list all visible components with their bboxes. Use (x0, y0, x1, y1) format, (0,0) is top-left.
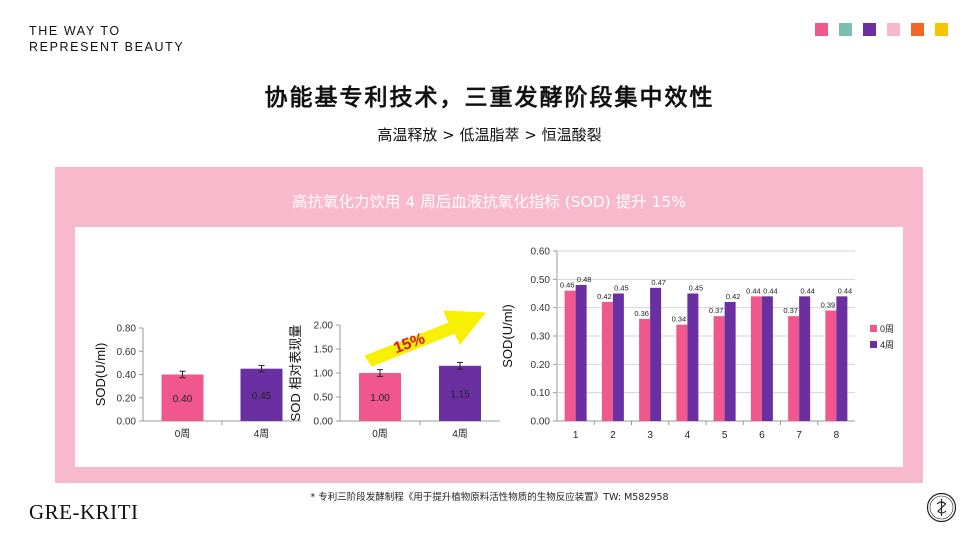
chart2-y-axis-title: SOD 相对表现量 (288, 325, 303, 422)
chart3-bar-week0 (750, 296, 762, 421)
chart3-bar-week4 (724, 302, 736, 421)
chart3-y-tick-label: 0.60 (531, 247, 551, 258)
chart3-data-label: 0.36 (634, 309, 649, 318)
chart1-x-tick-label: 0周 (175, 428, 191, 440)
chart3-y-axis-title: SOD(U/ml) (500, 304, 515, 368)
color-swatch-5 (911, 23, 924, 36)
chart3-bar-week4 (836, 296, 848, 421)
chart2-y-tick-label: 2.00 (314, 321, 334, 332)
chart2-x-tick-label: 0周 (372, 428, 388, 440)
chart3-data-label: 0.42 (726, 292, 741, 301)
brand-logo: GRE-KRITI (29, 500, 139, 524)
chart1-bar (240, 368, 283, 421)
chart2-y-tick-label: 0.00 (314, 417, 334, 428)
chart1-y-tick-label: 0.20 (117, 393, 137, 404)
chart3-x-tick-label: 7 (796, 430, 802, 441)
chart-panel: 高抗氧化力饮用 4 周后血液抗氧化指标 (SOD) 提升 15% 0.00 0.2… (55, 167, 923, 483)
chart3-bar-week4 (799, 296, 811, 421)
chart1-x-tick-label: 4周 (254, 428, 270, 440)
chart2-x-tick-label: 4周 (452, 428, 468, 440)
chart3-data-label: 0.45 (614, 284, 629, 293)
chart3-bar-week4 (612, 293, 624, 421)
chart3-y-tick-label: 0.10 (531, 388, 551, 399)
chart3-bar-week0 (601, 302, 613, 421)
chart3-bar-week0 (676, 324, 688, 421)
chart3-data-label: 0.44 (838, 286, 853, 295)
chart3-data-label: 0.44 (800, 286, 815, 295)
chart1-data-label: 0.40 (173, 394, 193, 405)
chart1-y-tick-label: 0.80 (117, 324, 137, 335)
chart3-bar-week0 (788, 316, 800, 421)
chart2-annotation: 15% (392, 330, 428, 357)
chart2-y-tick-label: 0.50 (314, 393, 334, 404)
chart3-data-label: 0.47 (651, 278, 666, 287)
chart1-y-tick-label: 0.60 (117, 347, 137, 358)
chart3-legend-swatch (870, 325, 877, 332)
chart3-bar-week0 (564, 290, 576, 421)
chart3-x-tick-label: 1 (573, 430, 579, 441)
chart3-x-tick-label: 8 (834, 430, 840, 441)
chart3-x-tick-label: 2 (610, 430, 616, 441)
chart2-y-tick-label: 1.00 (314, 369, 334, 380)
chart3-data-label: 0.39 (821, 301, 836, 310)
chart2-y-tick-label: 1.50 (314, 345, 334, 356)
chart3-legend-label: 0周 (880, 324, 894, 334)
chart3-y-tick-label: 0.20 (531, 360, 551, 371)
chart1-data-label: 0.45 (252, 391, 272, 402)
color-swatch-3 (863, 23, 876, 36)
panel-title: 高抗氧化力饮用 4 周后血液抗氧化指标 (SOD) 提升 15% (291, 193, 687, 211)
color-swatch-4 (887, 23, 900, 36)
chart3-bar-week4 (687, 293, 699, 421)
chart3-data-label: 0.37 (783, 306, 798, 315)
chart3-bar-week0 (639, 319, 651, 421)
chart2-increase-arrow (364, 310, 487, 367)
chart3-y-tick-label: 0.50 (531, 275, 551, 286)
chart1-y-axis-title: SOD(U/ml) (93, 343, 108, 407)
chart3-data-label: 0.44 (763, 286, 778, 295)
chart2-data-label: 1.15 (450, 389, 470, 400)
chart3-bar-week4 (575, 285, 587, 421)
chart3-y-tick-label: 0.40 (531, 303, 551, 314)
chart3-x-tick-label: 6 (759, 430, 765, 441)
chart1-y-tick-label: 0.00 (117, 417, 137, 428)
chart3-bar-week4 (761, 296, 773, 421)
chart2-bar (439, 365, 481, 421)
charts-svg: 0.00 0.20 0.40 0.60 0.80 SOD(U/ml) 0.40 0周 0.45 4… (93, 247, 894, 442)
chart3-x-tick-label: 5 (722, 430, 728, 441)
chart3-bar-week0 (825, 310, 837, 421)
page-subtitle: 高温释放 > 低温脂萃 > 恒温酸裂 (377, 126, 602, 144)
chart1-y-tick-label: 0.40 (117, 370, 137, 381)
chart3-data-label: 0.46 (560, 281, 575, 290)
color-swatches (815, 23, 948, 36)
chart2-bar (359, 373, 401, 421)
chart3-data-label: 0.45 (689, 284, 704, 293)
chart3-y-tick-label: 0.00 (531, 417, 551, 428)
chart3-data-label: 0.42 (597, 292, 612, 301)
chart-area: 0.00 0.20 0.40 0.60 0.80 SOD(U/ml) 0.40 0周 0.45 4… (75, 227, 903, 467)
footnote: * 专利三阶段发酵制程《用于提升植物原料活性物质的生物反应装置》TW: M582… (310, 492, 669, 503)
chart3-bar-week0 (713, 316, 725, 421)
chart3-y-tick-label: 0.30 (531, 332, 551, 343)
chart3-x-tick-label: 4 (685, 430, 691, 441)
chart3-legend-label: 4周 (880, 340, 894, 350)
chart3-x-tick-label: 3 (647, 430, 653, 441)
chart3-bar-week4 (650, 287, 662, 421)
tagline: THE WAY TO REPRESENT BEAUTY (29, 24, 185, 54)
chart3-legend-swatch (870, 341, 877, 348)
chart3-data-label: 0.44 (746, 286, 761, 295)
color-swatch-1 (815, 23, 828, 36)
chart3-data-label: 0.34 (672, 315, 687, 324)
page-title: 协能基专利技术，三重发酵阶段集中效性 (264, 85, 715, 111)
chart3-data-label: 0.48 (577, 275, 592, 284)
chart1-bar (161, 374, 204, 421)
color-swatch-6 (935, 23, 948, 36)
chart3-data-label: 0.37 (709, 306, 724, 315)
brand-seal-icon (926, 492, 957, 523)
color-swatch-2 (839, 23, 852, 36)
chart2-data-label: 1.00 (370, 393, 390, 404)
